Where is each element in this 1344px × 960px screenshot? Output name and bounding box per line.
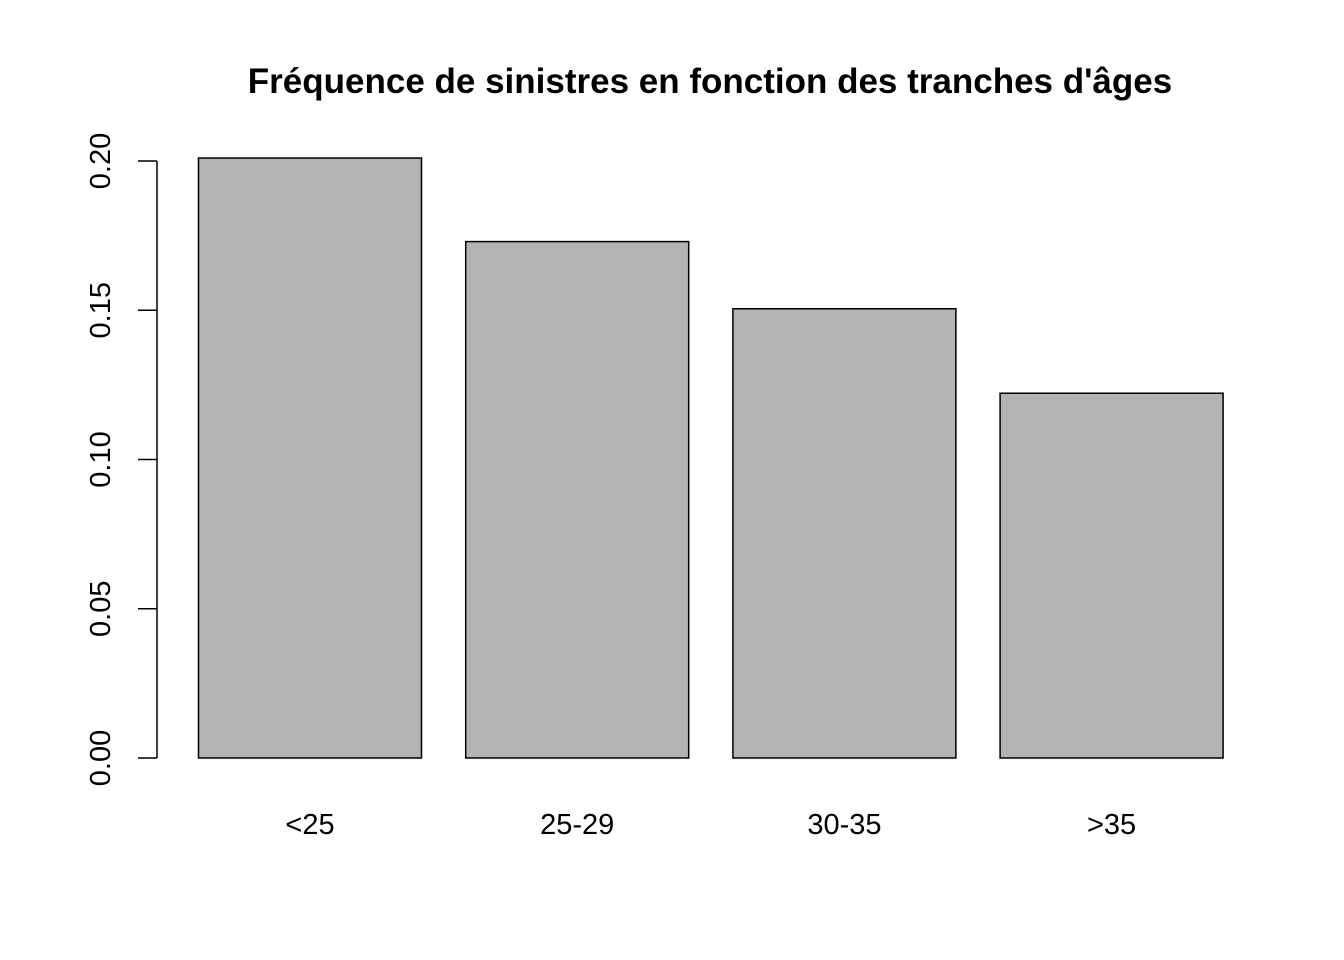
chart-title: Fréquence de sinistres en fonction des t… xyxy=(248,62,1172,101)
x-axis-labels: <25 25-29 30-35 >35 xyxy=(285,809,1136,841)
bar xyxy=(197,157,423,759)
bars-group xyxy=(197,157,1224,759)
bar xyxy=(464,240,690,759)
y-tick-label: 0.00 xyxy=(85,730,117,786)
x-tick-label: <25 xyxy=(285,809,334,841)
bar xyxy=(999,392,1224,759)
bar xyxy=(732,308,957,759)
y-tick-label: 0.10 xyxy=(85,431,117,487)
x-tick-label: 30-35 xyxy=(807,809,881,841)
y-axis: 0.00 0.05 0.10 0.15 0.20 xyxy=(85,133,158,786)
y-tick-label: 0.05 xyxy=(85,581,117,637)
y-tick-label: 0.20 xyxy=(85,133,117,189)
y-tick-label: 0.15 xyxy=(85,282,117,338)
x-tick-label: >35 xyxy=(1087,809,1136,841)
x-tick-label: 25-29 xyxy=(540,809,614,841)
